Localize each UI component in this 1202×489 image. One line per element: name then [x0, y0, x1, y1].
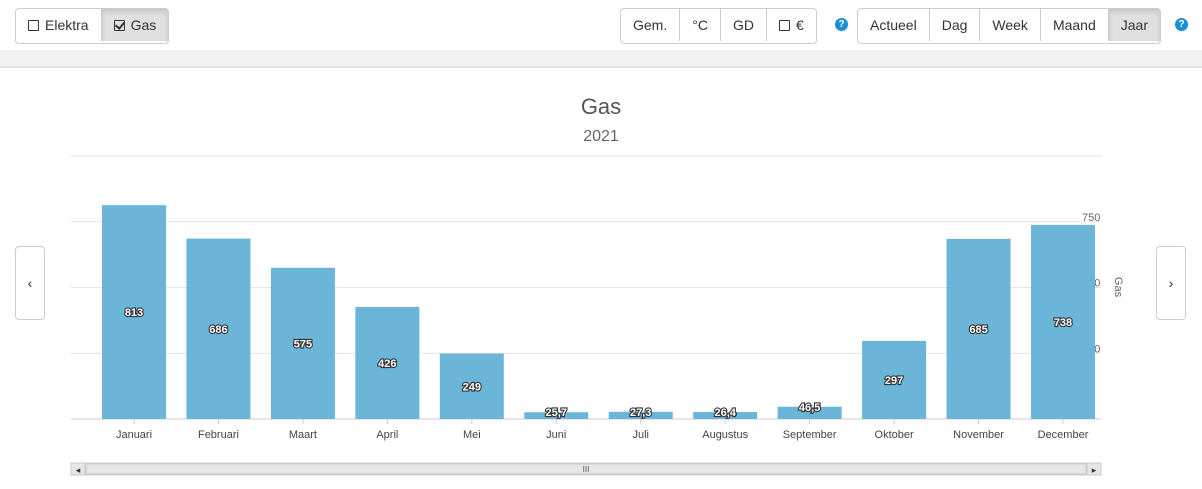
- button-label: Gas: [130, 17, 157, 33]
- checkbox-empty-icon: [778, 20, 790, 31]
- gas-toggle-button[interactable]: Gas: [101, 9, 169, 41]
- bar-februari[interactable]: [186, 238, 251, 419]
- x-tick-label: September: [783, 429, 837, 441]
- options-group: Gem. °C GD €: [620, 8, 817, 44]
- period-actueel-button[interactable]: Actueel: [858, 9, 930, 41]
- button-label: °C: [692, 17, 708, 33]
- period-week-button[interactable]: Week: [980, 9, 1041, 41]
- next-button[interactable]: ›: [1156, 246, 1186, 320]
- x-tick-label: December: [1038, 429, 1089, 441]
- bar-april[interactable]: [355, 306, 420, 419]
- toolbar: Elektra Gas Gem. °C GD € ? Actueel Dag Week Maa…: [0, 0, 1202, 50]
- bar-maart[interactable]: [270, 267, 335, 419]
- period-group: Actueel Dag Week Maand Jaar: [857, 8, 1161, 44]
- x-tick-label: April: [376, 429, 398, 441]
- button-label: €: [795, 17, 804, 33]
- x-tick-label: November: [953, 429, 1004, 441]
- data-label: 575: [294, 338, 312, 350]
- bar-augustus[interactable]: [693, 412, 758, 419]
- button-label: Elektra: [45, 17, 89, 33]
- x-tick-label: Oktober: [875, 429, 914, 441]
- data-label: 738: [1054, 317, 1072, 329]
- bar-september[interactable]: [777, 406, 842, 419]
- data-label: 685: [969, 324, 987, 336]
- x-tick-label: Juli: [632, 429, 649, 441]
- data-label: 26,4: [714, 407, 736, 419]
- bar-december[interactable]: [1031, 224, 1095, 419]
- button-label: Dag: [941, 17, 968, 33]
- bar-mei[interactable]: [439, 353, 504, 419]
- question-circle-icon[interactable]: ?: [835, 18, 848, 31]
- bar-juli[interactable]: [608, 411, 673, 419]
- scroll-grip-icon: III: [583, 465, 590, 474]
- chart-subtitle: 2021: [583, 128, 619, 145]
- scroll-left-icon[interactable]: ◂: [76, 465, 81, 475]
- divider-band: [0, 50, 1202, 68]
- x-tick-label: Augustus: [702, 429, 748, 441]
- bar-juni[interactable]: [524, 412, 589, 419]
- button-label: Jaar: [1120, 17, 1148, 33]
- data-label: 426: [378, 358, 396, 370]
- checkbox-empty-icon: [28, 20, 39, 31]
- horizontal-scrollbar[interactable]: ◂ ▸ III: [70, 462, 1102, 476]
- period-dag-button[interactable]: Dag: [930, 9, 981, 41]
- period-jaar-button[interactable]: Jaar: [1108, 9, 1160, 41]
- y-tick-label: 750: [1082, 212, 1100, 224]
- period-maand-button[interactable]: Maand: [1041, 9, 1109, 41]
- button-label: Week: [992, 17, 1028, 33]
- data-label: 27,3: [630, 407, 651, 419]
- prev-button[interactable]: ‹: [15, 246, 45, 320]
- button-label: Maand: [1052, 17, 1096, 33]
- data-label: 25,7: [546, 407, 567, 419]
- bar-oktober[interactable]: [862, 340, 927, 419]
- energy-type-group: Elektra Gas: [15, 8, 170, 44]
- y-axis-title: Gas: [1112, 277, 1124, 298]
- button-label: GD: [732, 17, 754, 33]
- elektra-toggle-button[interactable]: Elektra: [16, 9, 102, 41]
- data-label: 249: [463, 381, 481, 393]
- option-button-1[interactable]: °C: [680, 9, 721, 41]
- scrollbar-thumb[interactable]: [85, 463, 1087, 475]
- x-tick-label: Februari: [198, 429, 239, 441]
- bar-januari[interactable]: [102, 205, 166, 419]
- checkbox-checked-icon: [113, 20, 125, 31]
- x-tick-label: Januari: [116, 429, 152, 441]
- x-tick-label: Mei: [463, 429, 481, 441]
- data-label: 46,5: [799, 402, 820, 414]
- chart-title: Gas: [581, 94, 621, 119]
- bar-november[interactable]: [946, 238, 1011, 419]
- data-label: 297: [885, 375, 903, 387]
- x-tick-label: Maart: [289, 429, 317, 441]
- option-button-0[interactable]: Gem.: [621, 9, 681, 41]
- data-label: 686: [209, 324, 227, 336]
- data-label: 813: [125, 307, 143, 319]
- button-label: Actueel: [870, 17, 917, 33]
- option-button-2[interactable]: GD: [721, 9, 767, 41]
- option-button-3[interactable]: €: [767, 9, 816, 41]
- scroll-right-icon[interactable]: ▸: [1092, 465, 1097, 475]
- question-circle-icon[interactable]: ?: [1175, 18, 1188, 31]
- x-tick-label: Juni: [546, 429, 566, 441]
- button-label: Gem.: [633, 17, 668, 33]
